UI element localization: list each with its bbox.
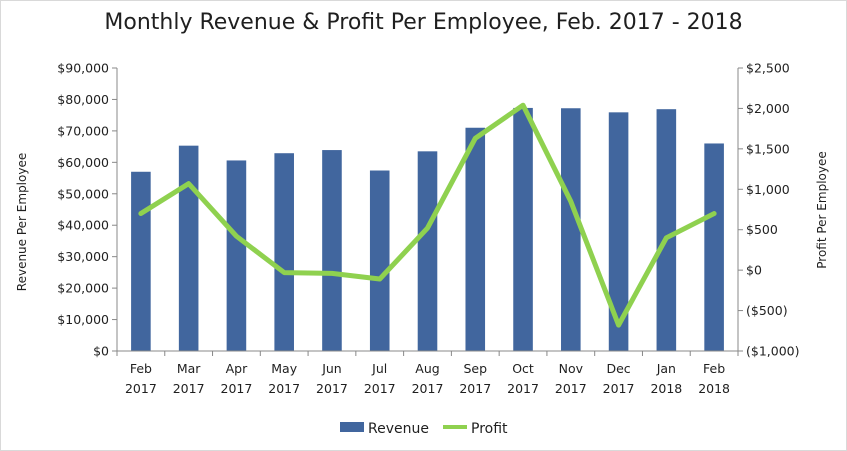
x-tick-label: Oct 2017 <box>507 361 539 396</box>
right-axis-label: Profit Per Employee <box>815 151 829 269</box>
legend-revenue-swatch <box>340 422 364 432</box>
x-tick-label: Nov 2017 <box>555 361 587 396</box>
revenue-bars <box>131 107 724 351</box>
right-tick-label: ($500) <box>746 303 788 318</box>
revenue-bar <box>322 150 342 351</box>
revenue-bar <box>369 170 390 351</box>
left-tick-label: $0 <box>93 344 109 359</box>
x-tick-label: Jul 2017 <box>364 361 396 396</box>
revenue-bar <box>561 108 581 351</box>
left-tick-label: $30,000 <box>57 249 109 264</box>
left-tick-label: $70,000 <box>57 123 109 138</box>
revenue-bar <box>131 171 151 351</box>
right-tick-label: $0 <box>746 263 762 278</box>
axes: $0 $10,000 $20,000 $30,000 $40,000 $50,000 $60… <box>57 61 799 397</box>
revenue-bar <box>704 143 724 351</box>
right-tick-label: $1,000 <box>746 182 790 197</box>
revenue-bar <box>513 107 533 351</box>
right-tick-label: $2,000 <box>746 101 790 116</box>
right-tick-label: $500 <box>746 222 778 237</box>
revenue-bar <box>465 127 486 351</box>
revenue-bar <box>178 145 199 351</box>
right-tick-label: $1,500 <box>746 141 790 156</box>
x-tick-label: Jun 2017 <box>316 361 348 396</box>
revenue-bar <box>608 112 629 351</box>
revenue-bar <box>656 109 677 351</box>
legend-revenue-label: Revenue <box>368 421 429 437</box>
left-tick-label: $20,000 <box>57 281 109 296</box>
legend-profit-label: Profit <box>471 421 508 437</box>
profit-line-group <box>138 102 717 328</box>
left-axis-label: Revenue Per Employee <box>15 153 29 291</box>
x-tick-label: Mar 2017 <box>173 361 205 396</box>
x-tick-label: Feb 2017 <box>125 361 157 396</box>
left-tick-label: $40,000 <box>57 218 109 233</box>
x-tick-label: Dec 2017 <box>603 361 635 396</box>
x-tick-label: Jan 2018 <box>650 361 682 396</box>
left-tick-label: $50,000 <box>57 186 109 201</box>
x-tick-label: Apr 2017 <box>221 361 253 396</box>
x-tick-label: Feb 2018 <box>698 361 730 396</box>
revenue-bar <box>226 160 247 351</box>
left-tick-label: $90,000 <box>57 61 109 76</box>
revenue-bar <box>417 151 438 351</box>
left-tick-label: $80,000 <box>57 92 109 107</box>
right-tick-label: $2,500 <box>746 61 790 76</box>
x-tick-label: Sep 2017 <box>459 361 491 396</box>
left-tick-label: $60,000 <box>57 155 109 170</box>
legend: Revenue Profit <box>340 421 508 437</box>
x-tick-label: May 2017 <box>268 361 300 396</box>
right-tick-label: ($1,000) <box>746 344 800 359</box>
chart-title: Monthly Revenue & Profit Per Employee, F… <box>104 10 743 35</box>
left-tick-label: $10,000 <box>57 312 109 327</box>
x-tick-label: Aug 2017 <box>412 361 444 396</box>
revenue-bar <box>274 153 294 351</box>
